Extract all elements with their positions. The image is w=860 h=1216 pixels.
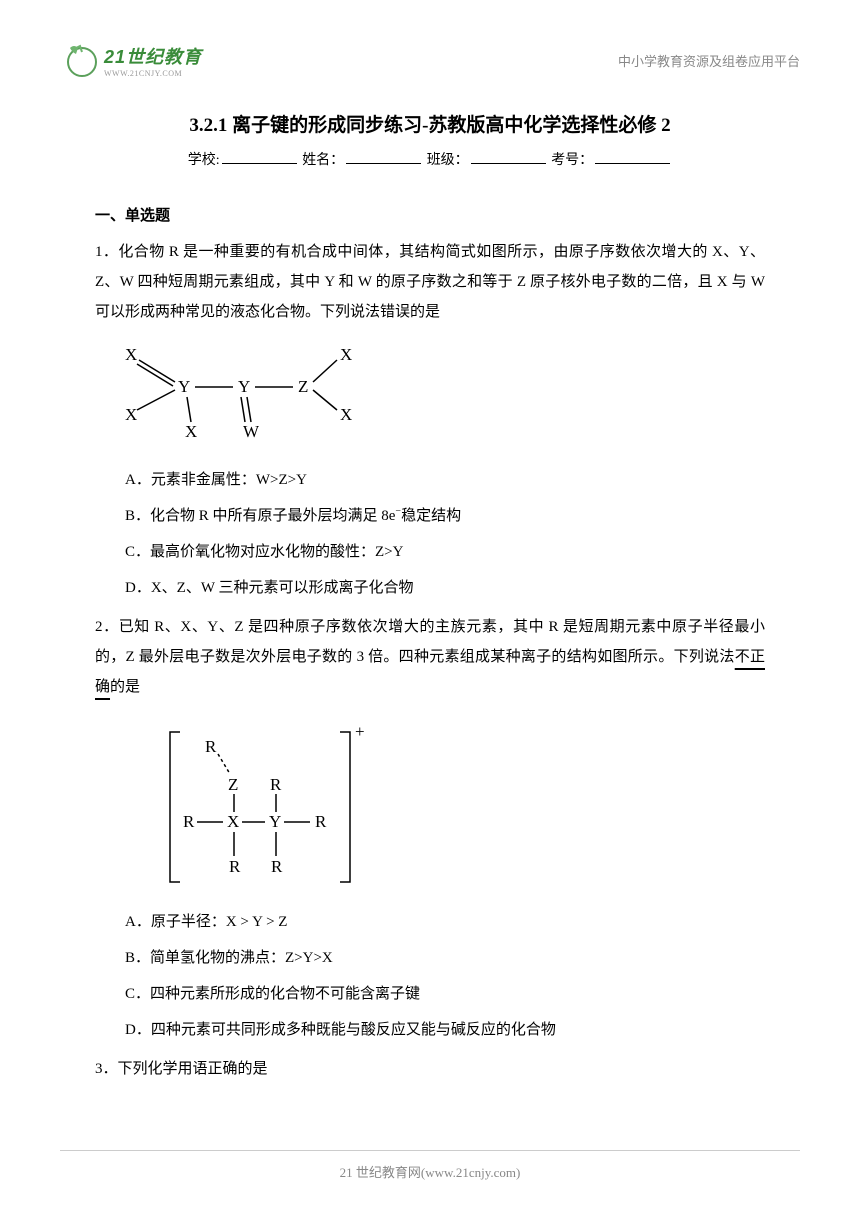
svg-text:X: X: [185, 422, 197, 441]
form-class-label: 班级：: [427, 153, 469, 168]
q1-option-d: D．X、Z、W 三种元素可以形成离子化合物: [125, 570, 765, 606]
page-title: 3.2.1 离子键的形成同步练习-苏教版高中化学选择性必修 2: [95, 110, 765, 137]
q2-option-c: C．四种元素所形成的化合物不可能含离子键: [125, 976, 765, 1012]
q3-number: 3．: [95, 1061, 118, 1077]
content-area: 3.2.1 离子键的形成同步练习-苏教版高中化学选择性必修 2 学校: 姓名： …: [0, 90, 860, 1084]
header-right-text: 中小学教育资源及组卷应用平台: [618, 51, 800, 70]
logo-main-text: 21世纪教育: [104, 43, 202, 69]
q1-number: 1．: [95, 244, 118, 260]
school-blank[interactable]: [222, 163, 297, 164]
svg-text:R: R: [315, 812, 327, 831]
logo-sub-text: WWW.21CNJY.COM: [104, 69, 202, 78]
q2-diagram: R Z R R X Y R R R +: [150, 722, 765, 892]
svg-text:Y: Y: [269, 812, 281, 831]
page-header: 21世纪教育 WWW.21CNJY.COM 中小学教育资源及组卷应用平台: [0, 0, 860, 90]
q3-text: 下列化学用语正确的是: [118, 1061, 268, 1077]
svg-text:R: R: [205, 737, 217, 756]
q1-optb-pre: B．化合物 R 中所有原子最外层均满足 8e: [125, 508, 395, 524]
q2-text2: 的是: [110, 679, 140, 695]
question-1: 1．化合物 R 是一种重要的有机合成中间体，其结构简式如图所示，由原子序数依次增…: [95, 237, 765, 327]
svg-text:X: X: [340, 405, 352, 424]
form-school-label: 学校:: [188, 153, 220, 168]
q1-option-c: C．最高价氧化物对应水化物的酸性：Z>Y: [125, 534, 765, 570]
svg-text:R: R: [183, 812, 195, 831]
svg-text:X: X: [227, 812, 239, 831]
svg-text:R: R: [229, 857, 241, 876]
question-2: 2．已知 R、X、Y、Z 是四种原子序数依次增大的主族元素，其中 R 是短周期元…: [95, 612, 765, 702]
svg-text:Z: Z: [228, 775, 238, 794]
form-number-label: 考号：: [551, 153, 593, 168]
q1-option-b: B．化合物 R 中所有原子最外层均满足 8e−稳定结构: [125, 498, 765, 534]
q2-option-d: D．四种元素可共同形成多种既能与酸反应又能与碱反应的化合物: [125, 1012, 765, 1048]
logo-text-wrap: 21世纪教育 WWW.21CNJY.COM: [104, 43, 202, 78]
q2-options: A．原子半径：X > Y > Z B．简单氢化物的沸点：Z>Y>X C．四种元素…: [125, 904, 765, 1048]
q1-optb-post: 稳定结构: [401, 508, 461, 524]
number-blank[interactable]: [595, 163, 670, 164]
page-footer: 21 世纪教育网(www.21cnjy.com): [0, 1162, 860, 1181]
question-3: 3．下列化学用语正确的是: [95, 1054, 765, 1084]
form-line: 学校: 姓名： 班级： 考号：: [95, 149, 765, 169]
svg-text:+: +: [355, 722, 365, 741]
logo: 21世纪教育 WWW.21CNJY.COM: [60, 40, 202, 80]
q2-number: 2．: [95, 619, 119, 635]
svg-text:R: R: [270, 775, 282, 794]
q2-text1: 已知 R、X、Y、Z 是四种原子序数依次增大的主族元素，其中 R 是短周期元素中…: [95, 619, 765, 665]
section-title: 一、单选题: [95, 204, 765, 225]
form-name-label: 姓名：: [302, 153, 344, 168]
name-blank[interactable]: [346, 163, 421, 164]
q1-options: A．元素非金属性：W>Z>Y B．化合物 R 中所有原子最外层均满足 8e−稳定…: [125, 462, 765, 606]
svg-text:W: W: [243, 422, 260, 441]
footer-divider: [60, 1150, 800, 1151]
q2-option-b: B．简单氢化物的沸点：Z>Y>X: [125, 940, 765, 976]
svg-text:X: X: [125, 345, 137, 364]
q2-option-a: A．原子半径：X > Y > Z: [125, 904, 765, 940]
svg-text:X: X: [340, 345, 352, 364]
svg-text:R: R: [271, 857, 283, 876]
svg-text:X: X: [125, 405, 137, 424]
svg-text:Y: Y: [238, 377, 250, 396]
q1-text: 化合物 R 是一种重要的有机合成中间体，其结构简式如图所示，由原子序数依次增大的…: [95, 244, 765, 320]
svg-text:Z: Z: [298, 377, 308, 396]
svg-text:Y: Y: [178, 377, 190, 396]
class-blank[interactable]: [471, 163, 546, 164]
logo-icon: [60, 40, 100, 80]
q1-option-a: A．元素非金属性：W>Z>Y: [125, 462, 765, 498]
q1-diagram: X X Y X Y W Z X X: [115, 342, 765, 447]
